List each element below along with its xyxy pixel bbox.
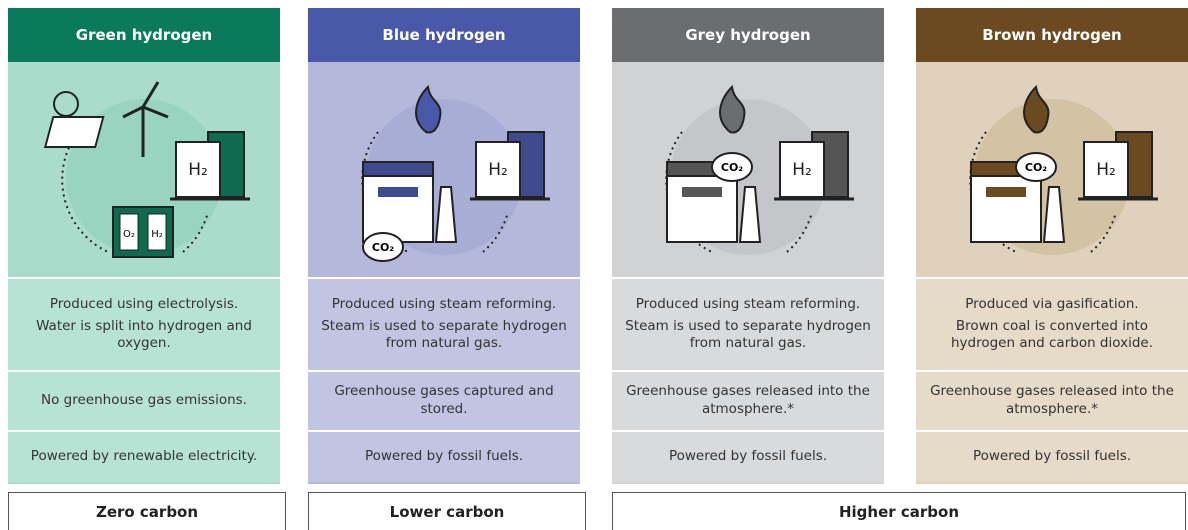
text-line: Produced using steam reforming. [332, 296, 556, 314]
emissions-text: No greenhouse gas emissions. [8, 370, 280, 430]
illustration-svg: H₂ O₂ H₂ [8, 62, 280, 277]
icon-label: H₂ [1096, 160, 1116, 180]
column-title: Blue hydrogen [308, 8, 580, 62]
icon-label: H₂ [792, 160, 812, 180]
column-title: Brown hydrogen [916, 8, 1188, 62]
illustration: H₂ CO₂ [612, 62, 884, 277]
text-line: Produced using steam reforming. [636, 296, 860, 314]
page: {"columns": [ {"title": "Green hydrogen"… [0, 0, 1188, 530]
carbon-label: Lower carbon [308, 492, 586, 530]
icon-label: CO₂ [721, 161, 743, 174]
icon-label: CO₂ [372, 241, 394, 254]
emissions-text: Greenhouse gases captured and stored. [308, 370, 580, 430]
production-text: Produced using steam reforming. Steam is … [612, 277, 884, 370]
sun [54, 92, 78, 116]
carbon-label: Zero carbon [8, 492, 286, 530]
window [986, 187, 1026, 197]
illustration-svg: H₂ CO₂ [308, 62, 580, 277]
illustration: H₂ CO₂ [916, 62, 1188, 277]
window [682, 187, 722, 197]
illustration: H₂ O₂ H₂ [8, 62, 280, 277]
hydrogen-column: Green hydrogen H₂ O₂ H₂ Produced using elect… [8, 8, 280, 484]
emissions-text: Greenhouse gases released into the atmos… [612, 370, 884, 430]
power-text: Powered by fossil fuels. [308, 430, 580, 482]
text-line: Brown coal is converted into hydrogen an… [926, 318, 1178, 353]
flame [720, 87, 744, 132]
hydrogen-column: Grey hydrogen H₂ CO₂ Produced using steam r… [612, 8, 884, 484]
emissions-text: Greenhouse gases released into the atmos… [916, 370, 1188, 430]
production-text: Produced via gasification. Brown coal is … [916, 277, 1188, 370]
power-text: Powered by fossil fuels. [612, 430, 884, 482]
plant-roof [363, 162, 433, 176]
window [378, 187, 418, 197]
solar-panel [45, 117, 103, 147]
text-line: Steam is used to separate hydrogen from … [622, 318, 874, 353]
flame [416, 87, 440, 132]
text-line: Steam is used to separate hydrogen from … [318, 318, 570, 353]
hydrogen-column: Blue hydrogen H₂ CO₂ Produced using steam r… [308, 8, 580, 484]
text-line: Water is split into hydrogen and oxygen. [18, 318, 270, 353]
icon-label: H₂ [488, 160, 508, 180]
column-title: Green hydrogen [8, 8, 280, 62]
illustration: H₂ CO₂ [308, 62, 580, 277]
production-text: Produced using steam reforming. Steam is … [308, 277, 580, 370]
icon-label: H₂ [151, 229, 163, 240]
illustration-svg: H₂ CO₂ [612, 62, 884, 277]
flame [1024, 87, 1048, 132]
power-text: Powered by renewable electricity. [8, 430, 280, 482]
illustration-svg: H₂ CO₂ [916, 62, 1188, 277]
icon-label: H₂ [188, 160, 208, 180]
text-line: Produced via gasification. [965, 296, 1138, 314]
power-text: Powered by fossil fuels. [916, 430, 1188, 482]
hydrogen-column: Brown hydrogen H₂ CO₂ Produced via gasifica… [916, 8, 1188, 484]
column-title: Grey hydrogen [612, 8, 884, 62]
icon-label: CO₂ [1025, 161, 1047, 174]
text-line: Produced using electrolysis. [50, 296, 238, 314]
production-text: Produced using electrolysis. Water is spl… [8, 277, 280, 370]
icon-label: O₂ [123, 229, 135, 240]
carbon-label: Higher carbon [612, 492, 1186, 530]
